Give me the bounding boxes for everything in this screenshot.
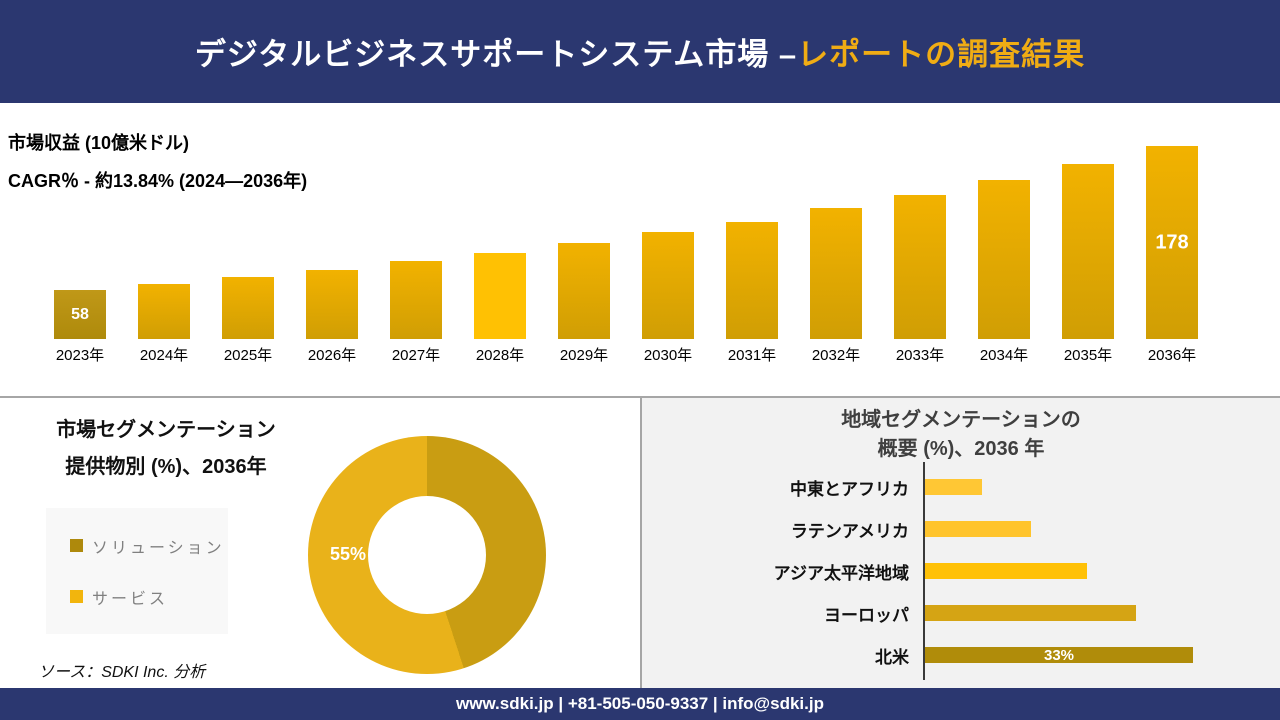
segmentation-panel: 市場セグメンテーション 提供物別 (%)、2036年 ソリューション サービス … xyxy=(0,398,640,688)
bar-year-label: 2032年 xyxy=(811,347,861,364)
regional-panel: 地域セグメンテーションの 概要 (%)、2036 年 中東とアフリカ ラテンアメリ… xyxy=(640,398,1280,688)
bottom-section: 市場セグメンテーション 提供物別 (%)、2036年 ソリューション サービス … xyxy=(0,396,1280,688)
regional-title: 地域セグメンテーションの 概要 (%)、2036 年 xyxy=(642,406,1280,464)
bar-year-label: 2029年 xyxy=(559,347,609,364)
legend-item-solution: ソリューション xyxy=(70,534,228,558)
bar-column: 2031年 xyxy=(726,103,778,366)
revenue-chart-section: 市場収益 (10億米ドル) CAGR％ - 約13.84% (2024―2036… xyxy=(0,103,1280,396)
bar-column: 2028年 xyxy=(474,103,526,366)
segmentation-title: 市場セグメンテーション 提供物別 (%)、2036年 xyxy=(14,412,318,486)
region-label: ラテンアメリカ xyxy=(790,521,909,541)
revenue-bar-2032年 xyxy=(810,208,862,339)
bar-year-label: 2033年 xyxy=(895,347,945,364)
footer-contact-text: www.sdki.jp | +81-505-050-9337 | info@sd… xyxy=(456,694,824,713)
bar-column: 58 2023年 xyxy=(54,103,106,366)
revenue-bar-2034年 xyxy=(978,180,1030,339)
revenue-bar-2033年 xyxy=(894,195,946,339)
service-swatch-icon xyxy=(70,590,83,603)
bar-year-label: 2025年 xyxy=(223,347,273,364)
page-title-accent: レポートの調査結果 xyxy=(797,37,1086,72)
revenue-bar-chart: 58 2023年 2024年 2025年 2026年 2027年 2028年 2029年 203… xyxy=(54,103,1204,366)
bar-column: 2035年 xyxy=(1062,103,1114,366)
metric-label: 市場収益 (10億米ドル) xyxy=(8,133,190,153)
footer-bar: www.sdki.jp | +81-505-050-9337 | info@sd… xyxy=(0,688,1280,720)
region-bar-value-label: 33% xyxy=(1043,646,1075,664)
regional-row: 北米 33% xyxy=(642,634,1280,676)
region-bar-4 xyxy=(925,605,1136,621)
bar-value-label: 58 xyxy=(71,305,89,323)
bar-column: 2032年 xyxy=(810,103,862,366)
revenue-bar-2028年 xyxy=(474,253,526,339)
bar-year-label: 2030年 xyxy=(643,347,693,364)
bar-year-label: 2031年 xyxy=(727,347,777,364)
bar-year-label: 2035年 xyxy=(1063,347,1113,364)
revenue-bar-2023年: 58 xyxy=(54,290,106,339)
region-label: ヨーロッパ xyxy=(824,605,909,625)
bar-year-label: 2024年 xyxy=(139,347,189,364)
segmentation-title-line2: 提供物別 (%)、2036年 xyxy=(65,456,267,478)
segmentation-title-line1: 市場セグメンテーション xyxy=(56,419,276,441)
bar-column: 2024年 xyxy=(138,103,190,366)
revenue-bar-2036年: 178 xyxy=(1146,146,1198,339)
revenue-bar-2029年 xyxy=(558,243,610,339)
bar-year-label: 2023年 xyxy=(55,347,105,364)
region-bar-5: 33% xyxy=(925,646,1193,664)
page-title-main: デジタルビジネスサポートシステム市場 – xyxy=(194,37,798,72)
region-label: 北米 xyxy=(875,647,909,667)
source-label: ソース：SDKI Inc. 分析 xyxy=(38,664,206,681)
regional-row: ラテンアメリカ xyxy=(642,508,1280,550)
offering-donut-chart: 55% xyxy=(308,436,546,674)
bar-value-label: 178 xyxy=(1155,231,1189,253)
bar-column: 2025年 xyxy=(222,103,274,366)
revenue-bar-2025年 xyxy=(222,277,274,339)
legend-item-service: サービス xyxy=(70,585,228,609)
donut-hole xyxy=(368,496,486,614)
bar-column: 2026年 xyxy=(306,103,358,366)
regional-row: 中東とアフリカ xyxy=(642,466,1280,508)
bar-year-label: 2036年 xyxy=(1147,347,1197,364)
bar-column: 2030年 xyxy=(642,103,694,366)
regional-axis-line xyxy=(923,462,925,680)
revenue-bar-2035年 xyxy=(1062,164,1114,339)
revenue-bar-2027年 xyxy=(390,261,442,339)
bar-year-label: 2027年 xyxy=(391,347,441,364)
bar-year-label: 2026年 xyxy=(307,347,357,364)
bar-column: 2027年 xyxy=(390,103,442,366)
cagr-label: CAGR％ - 約13.84% (2024―2036年) xyxy=(8,171,308,191)
revenue-bar-2024年 xyxy=(138,284,190,339)
regional-title-line1: 地域セグメンテーションの xyxy=(841,409,1081,431)
header-banner: デジタルビジネスサポートシステム市場 –レポートの調査結果 xyxy=(0,0,1280,103)
revenue-bar-2026年 xyxy=(306,270,358,339)
regional-bar-chart: 中東とアフリカ ラテンアメリカアジア太平洋地域ヨーロッパ北米 33% xyxy=(642,466,1280,676)
offering-legend: ソリューション サービス xyxy=(46,508,228,634)
page-title: デジタルビジネスサポートシステム市場 –レポートの調査結果 xyxy=(195,29,1085,74)
bar-column: 2034年 xyxy=(978,103,1030,366)
bar-column: 2033年 xyxy=(894,103,946,366)
region-bar-1 xyxy=(925,479,982,495)
revenue-bar-2030年 xyxy=(642,232,694,339)
bar-column: 178 2036年 xyxy=(1146,103,1198,366)
bar-year-label: 2034年 xyxy=(979,347,1029,364)
bar-year-label: 2028年 xyxy=(475,347,525,364)
region-bar-3 xyxy=(925,563,1087,579)
regional-row: アジア太平洋地域 xyxy=(642,550,1280,592)
revenue-bar-2031年 xyxy=(726,222,778,339)
legend-label-service: サービス xyxy=(92,590,169,608)
bar-column: 2029年 xyxy=(558,103,610,366)
donut-percent-label: 55% xyxy=(330,544,367,564)
region-label: アジア太平洋地域 xyxy=(773,563,909,583)
regional-title-line2: 概要 (%)、2036 年 xyxy=(877,438,1045,460)
solution-swatch-icon xyxy=(70,539,83,552)
region-label: 中東とアフリカ xyxy=(790,479,909,499)
region-bar-2 xyxy=(925,521,1031,537)
legend-label-solution: ソリューション xyxy=(92,539,225,557)
regional-row: ヨーロッパ xyxy=(642,592,1280,634)
